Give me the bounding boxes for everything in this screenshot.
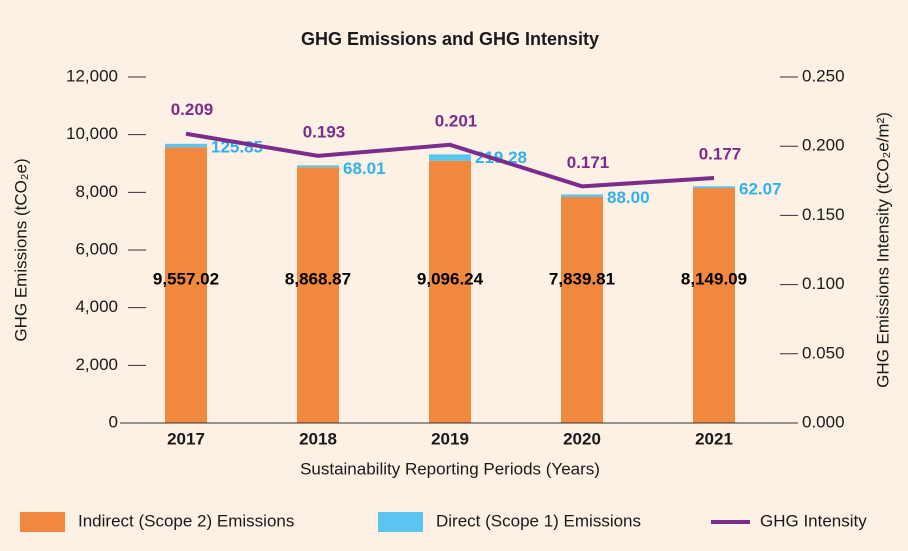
x-tick-label: 2021 [695,429,733,448]
y-tick-label: 8,000 [75,182,118,201]
chart-title: GHG Emissions and GHG Intensity [301,29,599,49]
legend-swatch [20,512,65,532]
x-axis-label: Sustainability Reporting Periods (Years) [300,459,600,478]
bar-value-label: 68.01 [343,159,386,178]
bar [165,147,207,423]
y2-tick-label: 0.250 [802,66,845,85]
bar-value-label: 62.07 [739,180,782,199]
x-tick-label: 2018 [299,429,337,448]
bar-value-label: 219.28 [475,148,527,167]
bar-value-label: 7,839.81 [549,269,615,288]
line-value-label: 0.177 [699,145,742,164]
bar-value-label: 88.00 [607,188,650,207]
y2-tick-label: 0.200 [802,136,845,155]
x-tick-label: 2020 [563,429,601,448]
legend-label: GHG Intensity [760,511,867,530]
line [185,131,715,189]
y-tick-label: 0 [109,412,118,431]
y2-tick-label: 0.150 [802,205,845,224]
line-value-label: 0.193 [303,122,346,141]
line-value-label: 0.171 [567,153,610,172]
legend-label: Direct (Scope 1) Emissions [436,511,641,530]
y2-tick-label: 0.000 [802,412,845,431]
x-tick-label: 2019 [431,429,469,448]
bar [693,186,735,189]
bar-value-label: 9,096.24 [417,269,484,288]
bar [297,165,339,168]
y-axis-label: GHG Emissions (tCO₂e) [11,158,30,341]
bar [429,154,471,161]
x-tick-label: 2017 [167,429,205,448]
bar [165,143,207,148]
y2-axis-label: GHG Emissions Intensity (tCO₂e/m²) [873,112,892,388]
legend-label: Indirect (Scope 2) Emissions [78,511,294,530]
bar-value-label: 9,557.02 [153,269,219,288]
y-tick-label: 12,000 [66,66,118,85]
bar [429,160,471,423]
line-value-label: 0.201 [435,111,478,130]
y2-tick-label: 0.050 [802,343,845,362]
bar-value-label: 8,868.87 [285,269,351,288]
y-tick-label: 6,000 [75,239,118,258]
bar [693,188,735,423]
y-tick-label: 2,000 [75,355,118,374]
y-tick-label: 4,000 [75,297,118,316]
bar-value-label: 8,149.09 [681,269,747,288]
legend-swatch [378,512,423,532]
bar [297,167,339,423]
y2-tick-label: 0.100 [802,274,845,293]
y-tick-label: 10,000 [66,124,118,143]
line-value-label: 0.209 [171,100,214,119]
bar [561,196,603,423]
bar [561,194,603,197]
